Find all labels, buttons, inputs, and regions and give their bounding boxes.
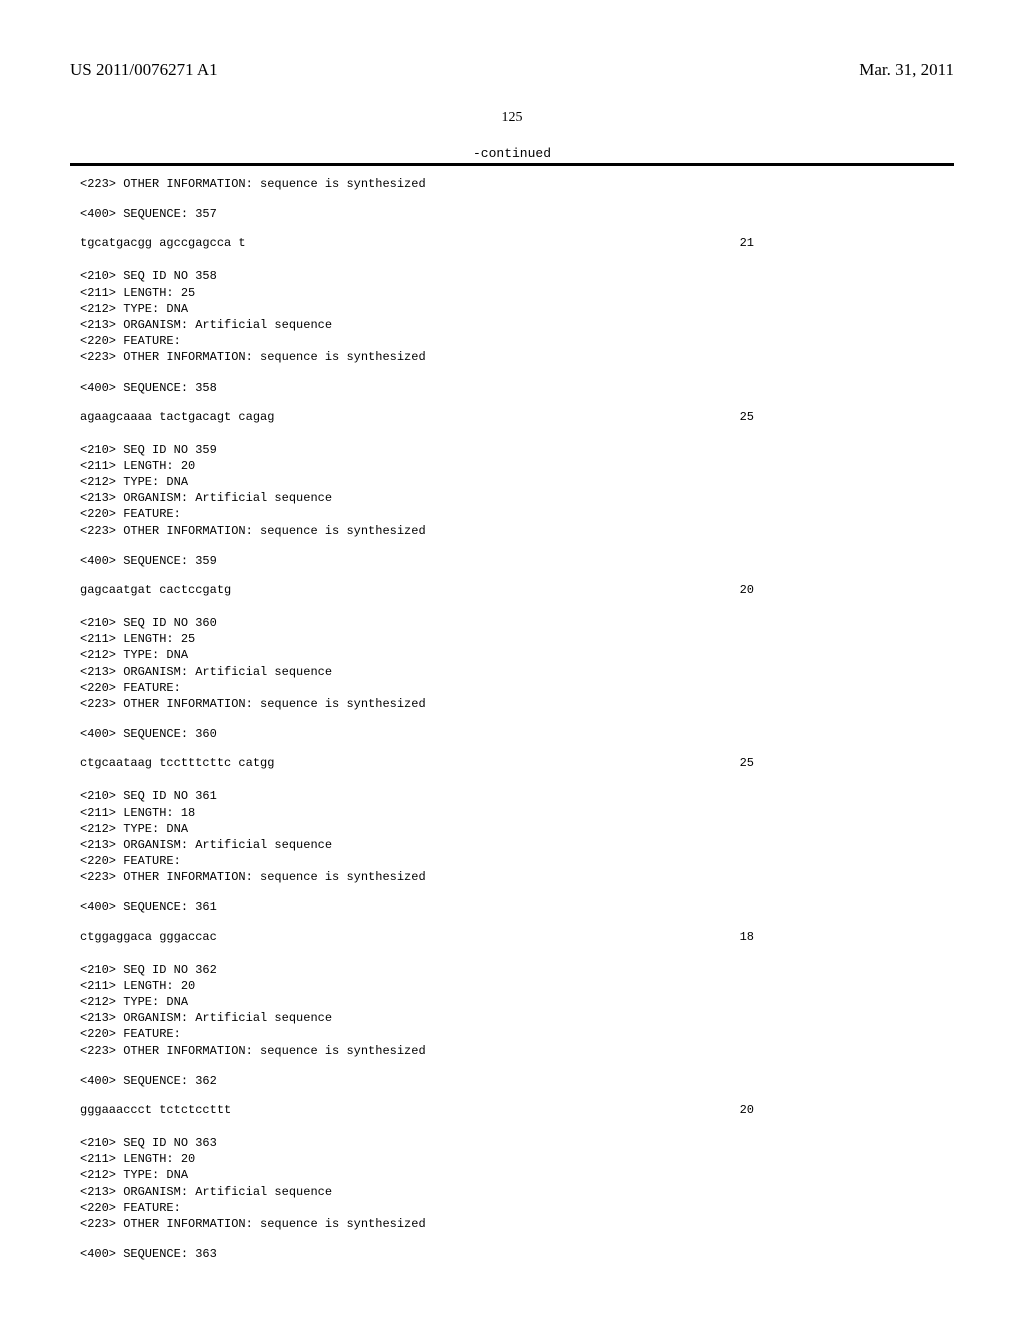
- seq-meta: <210> SEQ ID NO 358 <211> LENGTH: 25 <21…: [80, 268, 954, 365]
- page-number: 125: [70, 110, 954, 126]
- seq-entry: <210> SEQ ID NO 360 <211> LENGTH: 25 <21…: [80, 615, 954, 770]
- seq-entry: <210> SEQ ID NO 358 <211> LENGTH: 25 <21…: [80, 268, 954, 423]
- seq-text: ctgcaataag tcctttcttc catgg: [80, 756, 274, 770]
- publication-number: US 2011/0076271 A1: [70, 60, 218, 80]
- publication-date: Mar. 31, 2011: [859, 60, 954, 80]
- seq-label: <400> SEQUENCE: 360: [80, 726, 954, 742]
- seq-length: 18: [740, 930, 754, 944]
- seq-meta: <210> SEQ ID NO 363 <211> LENGTH: 20 <21…: [80, 1135, 954, 1232]
- seq-entry: <210> SEQ ID NO 359 <211> LENGTH: 20 <21…: [80, 442, 954, 597]
- seq-label: <400> SEQUENCE: 363: [80, 1246, 954, 1262]
- seq-label: <400> SEQUENCE: 358: [80, 380, 954, 396]
- seq-length: 20: [740, 1103, 754, 1117]
- seq-entry: <210> SEQ ID NO 361 <211> LENGTH: 18 <21…: [80, 788, 954, 943]
- sequence-listing: <223> OTHER INFORMATION: sequence is syn…: [70, 176, 954, 1262]
- seq-meta: <210> SEQ ID NO 361 <211> LENGTH: 18 <21…: [80, 788, 954, 885]
- seq-label: <400> SEQUENCE: 361: [80, 899, 954, 915]
- seq-text: ctggaggaca gggaccac: [80, 930, 217, 944]
- seq-line: tgcatgacgg agccgagcca t 21: [80, 236, 954, 250]
- seq-entry: <210> SEQ ID NO 362 <211> LENGTH: 20 <21…: [80, 962, 954, 1117]
- seq-preamble: <223> OTHER INFORMATION: sequence is syn…: [80, 176, 954, 192]
- seq-label: <400> SEQUENCE: 357: [80, 206, 954, 222]
- seq-text: gggaaaccct tctctccttt: [80, 1103, 231, 1117]
- seq-meta: <210> SEQ ID NO 360 <211> LENGTH: 25 <21…: [80, 615, 954, 712]
- seq-meta: <210> SEQ ID NO 362 <211> LENGTH: 20 <21…: [80, 962, 954, 1059]
- seq-line: gggaaaccct tctctccttt 20: [80, 1103, 954, 1117]
- seq-text: agaagcaaaa tactgacagt cagag: [80, 410, 274, 424]
- seq-label: <400> SEQUENCE: 359: [80, 553, 954, 569]
- seq-entry: <223> OTHER INFORMATION: sequence is syn…: [80, 176, 954, 250]
- seq-line: gagcaatgat cactccgatg 20: [80, 583, 954, 597]
- seq-length: 20: [740, 583, 754, 597]
- seq-length: 25: [740, 410, 754, 424]
- rule-bottom: [70, 165, 954, 166]
- continued-label: -continued: [70, 146, 954, 161]
- seq-line: agaagcaaaa tactgacagt cagag 25: [80, 410, 954, 424]
- seq-text: tgcatgacgg agccgagcca t: [80, 236, 246, 250]
- seq-line: ctggaggaca gggaccac 18: [80, 930, 954, 944]
- seq-length: 21: [740, 236, 754, 250]
- page-header: US 2011/0076271 A1 Mar. 31, 2011: [70, 60, 954, 80]
- seq-text: gagcaatgat cactccgatg: [80, 583, 231, 597]
- seq-label: <400> SEQUENCE: 362: [80, 1073, 954, 1089]
- seq-line: ctgcaataag tcctttcttc catgg 25: [80, 756, 954, 770]
- seq-length: 25: [740, 756, 754, 770]
- page-container: US 2011/0076271 A1 Mar. 31, 2011 125 -co…: [0, 0, 1024, 1320]
- seq-meta: <210> SEQ ID NO 359 <211> LENGTH: 20 <21…: [80, 442, 954, 539]
- seq-entry: <210> SEQ ID NO 363 <211> LENGTH: 20 <21…: [80, 1135, 954, 1262]
